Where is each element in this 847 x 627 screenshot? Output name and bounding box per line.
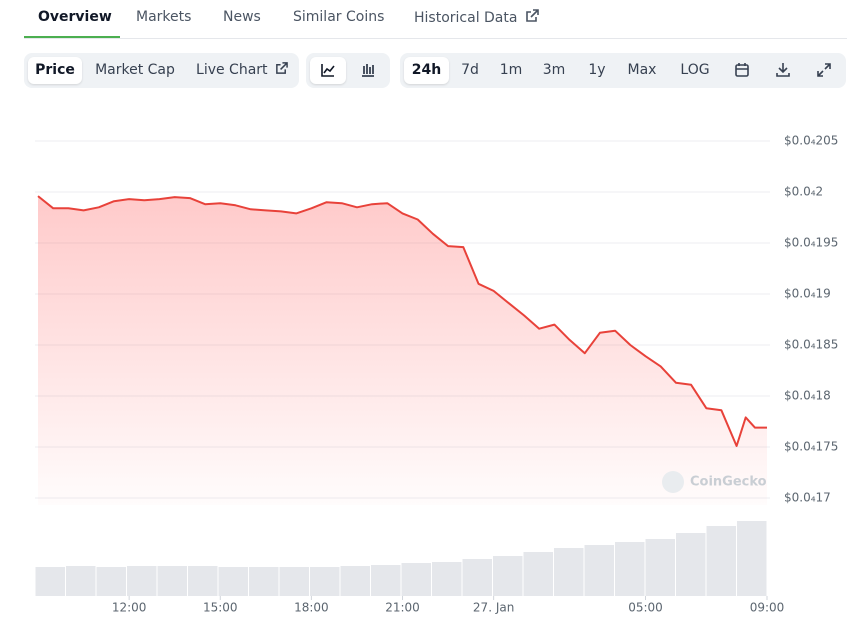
volume-bar (279, 567, 309, 596)
tab[interactable]: Markets (136, 9, 192, 25)
range-button[interactable]: 24h (404, 57, 449, 84)
tab[interactable]: Overview (38, 9, 112, 25)
external-icon (276, 62, 288, 74)
volume-bar (401, 563, 431, 596)
range-button[interactable]: 1y (588, 62, 606, 78)
range-button[interactable]: 3m (542, 62, 566, 78)
y-tick-label: $0.0₄195 (784, 236, 838, 250)
volume-bar (432, 562, 462, 596)
candle-chart-button[interactable] (350, 57, 386, 84)
volume-bar (737, 521, 767, 596)
range-button[interactable]: 1m (499, 62, 523, 78)
volume-bar (66, 566, 96, 596)
price-area (38, 196, 767, 505)
volume-bar (493, 556, 523, 596)
x-tick-label: 15:00 (203, 601, 238, 615)
x-tick-label: 05:00 (628, 601, 663, 615)
tab-bar: Overview Markets News Similar Coins Hist… (24, 0, 847, 39)
view-button[interactable]: Price (28, 57, 82, 84)
tab[interactable]: News (223, 9, 261, 25)
view-button[interactable]: Live Chart (190, 57, 294, 84)
range-button[interactable]: 7d (461, 62, 479, 78)
candle-icon (362, 64, 374, 77)
y-tick-label: $0.0₄185 (784, 338, 838, 352)
view-label: Live Chart (196, 62, 268, 78)
volume-bar (523, 552, 553, 596)
x-tick-label: 21:00 (385, 601, 420, 615)
tab[interactable]: Similar Coins (293, 9, 385, 25)
volume-bar (706, 526, 736, 596)
fullscreen-icon[interactable] (815, 61, 833, 79)
x-tick-label: 12:00 (112, 601, 147, 615)
view-toggle: Price Market Cap Live Chart (24, 53, 299, 88)
line-chart-button[interactable] (310, 57, 346, 84)
volume-bar (462, 559, 492, 596)
volume-bar (188, 566, 218, 596)
volume-bar (584, 545, 614, 596)
volume-bar (645, 539, 675, 596)
y-tick-label: $0.0₄17 (784, 491, 831, 505)
volume-bar (218, 567, 248, 596)
volume-bar (554, 548, 584, 596)
x-tick-label: 09:00 (750, 601, 785, 615)
line-icon (321, 64, 335, 77)
x-tick-label: 27. Jan (473, 601, 514, 615)
volume-bar (615, 542, 645, 596)
y-tick-label: $0.0₄19 (784, 287, 831, 301)
volume-bar (340, 566, 370, 596)
volume-bar (157, 566, 187, 596)
y-tick-label: $0.0₄2 (784, 185, 823, 199)
y-tick-label: $0.0₄175 (784, 440, 838, 454)
y-tick-label: $0.0₄205 (784, 134, 838, 148)
chart-style-toggle (306, 53, 390, 88)
external-icon (526, 9, 539, 22)
volume-bar (310, 567, 340, 596)
watermark-text: CoinGecko (690, 475, 767, 490)
y-tick-label: $0.0₄18 (784, 389, 831, 403)
view-button[interactable]: Market Cap (95, 62, 175, 78)
range-button[interactable]: LOG (680, 62, 710, 78)
watermark: CoinGecko (662, 471, 767, 493)
x-tick-label: 18:00 (294, 601, 329, 615)
volume-bar (249, 567, 279, 596)
volume-bar (676, 533, 706, 596)
volume-bar (127, 566, 157, 596)
range-button[interactable]: Max (627, 62, 657, 78)
calendar-icon[interactable] (733, 61, 751, 79)
volume-bar (96, 567, 126, 596)
volume-bar (371, 565, 401, 596)
volume-bar (35, 567, 65, 596)
active-tab-indicator (24, 36, 120, 38)
price-line (37, 195, 767, 447)
download-icon[interactable] (774, 61, 792, 79)
tab[interactable]: Historical Data (414, 9, 539, 26)
tab-label: Historical Data (414, 10, 518, 26)
range-toggle: 24h 7d 1m 3m 1y Max LOG (400, 53, 846, 88)
